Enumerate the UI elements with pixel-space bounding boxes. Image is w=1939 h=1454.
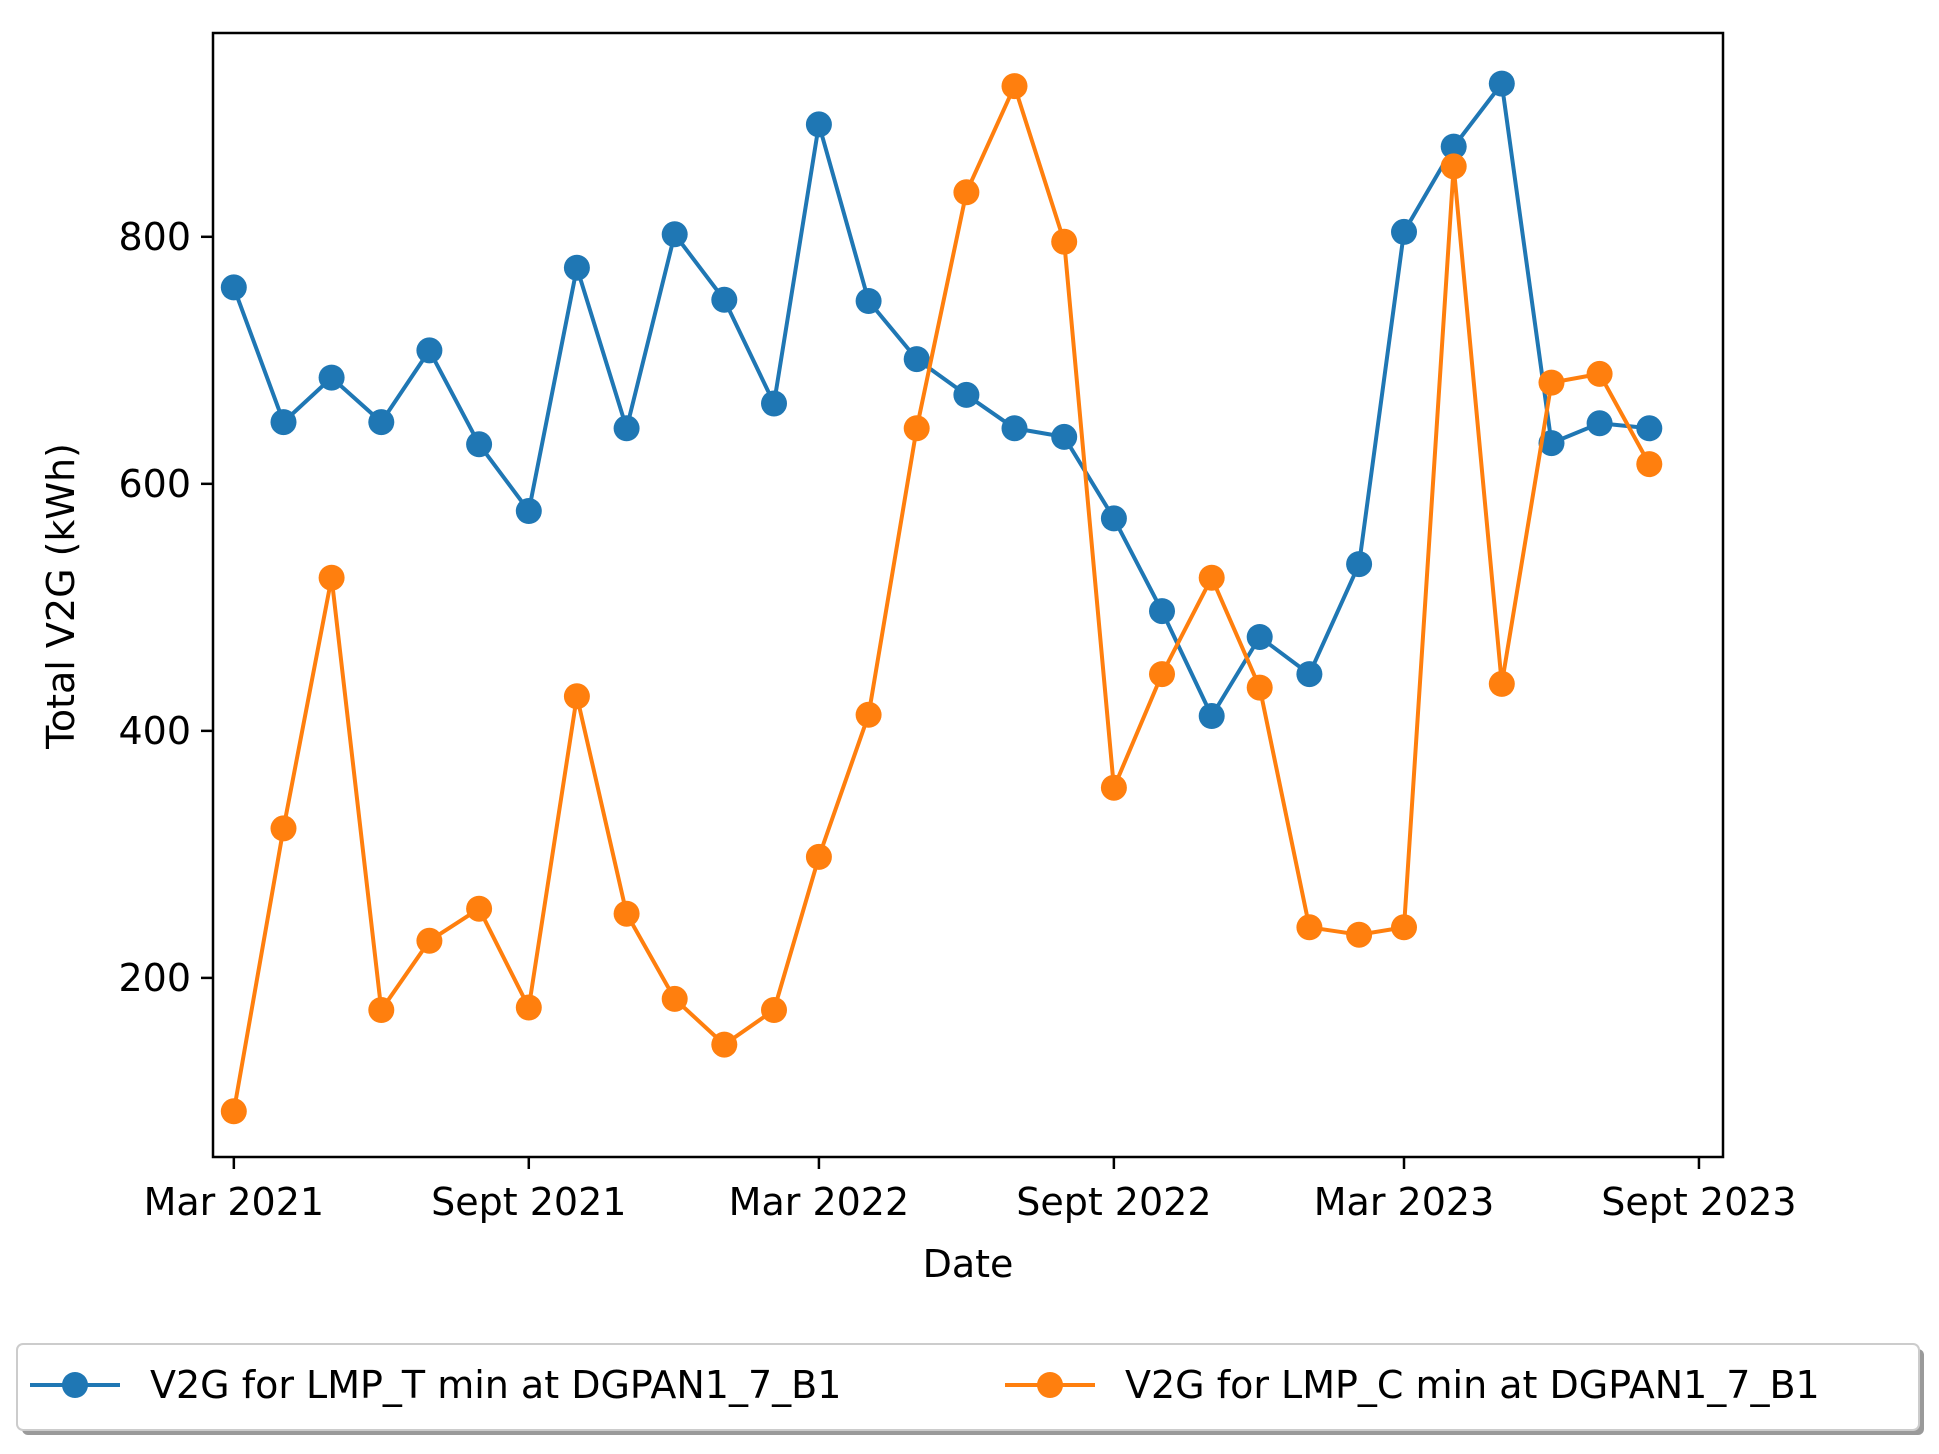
series-1-point <box>1586 410 1613 437</box>
series-1-point <box>1051 423 1078 450</box>
series-1-point <box>368 409 395 436</box>
x-tick-label: Mar 2023 <box>1314 1180 1494 1224</box>
series-2-point <box>1346 921 1373 948</box>
series-layer <box>220 70 1663 1125</box>
y-tick-label: 400 <box>118 709 191 753</box>
series-2-point <box>318 564 345 591</box>
series-1-point <box>711 286 738 313</box>
series-2-point <box>805 843 832 870</box>
series-2-point <box>1586 360 1613 387</box>
y-tick-label: 200 <box>118 956 191 1000</box>
series-2-point <box>1440 153 1467 180</box>
series-1-point <box>466 431 493 458</box>
x-tick-label: Mar 2021 <box>144 1180 324 1224</box>
series-1-point <box>805 111 832 138</box>
series-1-point <box>1149 598 1175 625</box>
series-1-point <box>661 221 688 248</box>
series-1-point <box>1246 624 1273 650</box>
legend-swatch-marker <box>62 1372 88 1398</box>
series-1-point <box>1440 133 1467 160</box>
series-1-point <box>220 274 247 301</box>
series-1-point <box>1488 70 1515 97</box>
series-1 <box>220 70 1663 729</box>
series-1-point <box>1001 415 1028 442</box>
series-2-point <box>1198 564 1225 591</box>
series-1-point <box>318 364 345 391</box>
y-axis: 200 400 600 800 <box>118 215 213 1000</box>
series-2-point <box>903 415 930 442</box>
legend-entry-label: V2G for LMP_T min at DGPAN1_7_B1 <box>150 1363 841 1407</box>
series-2-point <box>416 927 443 954</box>
x-tick-label: Sept 2023 <box>1601 1180 1796 1224</box>
legend-box <box>16 1343 1920 1431</box>
series-2-point <box>563 683 590 710</box>
series-1-point <box>761 390 787 417</box>
series-1-point <box>613 415 640 442</box>
series-2-point <box>1296 914 1323 941</box>
x-axis: Mar 2021 Sept 2021 Mar 2022 Sept 2022 Mar 20… <box>144 1157 1797 1224</box>
series-2-point <box>661 985 688 1012</box>
x-tick-label: Mar 2022 <box>729 1180 909 1224</box>
series-2-point <box>1246 674 1273 701</box>
series-1-point <box>1198 703 1225 729</box>
x-tick-label: Sept 2022 <box>1016 1180 1211 1224</box>
y-tick-label: 600 <box>118 462 191 506</box>
x-tick-label: Sept 2021 <box>431 1180 626 1224</box>
series-1-point <box>1636 415 1663 442</box>
x-axis-label: Date <box>923 1242 1014 1286</box>
series-1-point <box>1538 430 1565 457</box>
series-1-point <box>1346 551 1373 578</box>
series-2-point <box>1538 369 1565 396</box>
series-2-point <box>1391 914 1417 941</box>
legend-swatch-marker <box>1037 1372 1063 1398</box>
y-axis-label: Total V2G (kWh) <box>39 443 83 750</box>
series-1-line <box>231 81 1650 718</box>
series-1-point <box>903 346 930 373</box>
series-1-point <box>1100 505 1127 532</box>
series-2-point <box>270 815 297 842</box>
series-2-point <box>515 994 542 1021</box>
series-1-point <box>1296 661 1323 688</box>
series-2-point <box>220 1098 247 1125</box>
series-2-point <box>761 997 787 1023</box>
plot-area-frame <box>211 31 1725 1159</box>
series-2-point <box>1051 228 1078 255</box>
series-2-point <box>1001 73 1028 100</box>
series-1-point <box>855 288 882 314</box>
series-1-point <box>515 498 542 524</box>
series-1-point <box>416 337 443 364</box>
series-2-point <box>855 701 882 728</box>
series-2-point <box>1636 451 1663 478</box>
series-2-point <box>466 895 493 922</box>
series-2-point <box>1100 774 1127 801</box>
series-1-point <box>563 254 590 281</box>
legend-entry-label: V2G for LMP_C min at DGPAN1_7_B1 <box>1125 1363 1820 1407</box>
series-2-point <box>368 997 395 1023</box>
series-1-point <box>953 381 980 408</box>
series-2-point <box>1149 661 1175 688</box>
series-2-point <box>613 900 640 927</box>
series-2 <box>220 73 1663 1125</box>
series-2-point <box>1488 670 1515 697</box>
series-1-point <box>1391 218 1417 245</box>
series-1-point <box>270 409 297 436</box>
y-tick-label: 800 <box>118 215 191 259</box>
legend: V2G for LMP_T min at DGPAN1_7_B1 V2G for … <box>16 1343 1924 1435</box>
series-2-point <box>953 179 980 206</box>
series-2-point <box>711 1031 738 1058</box>
